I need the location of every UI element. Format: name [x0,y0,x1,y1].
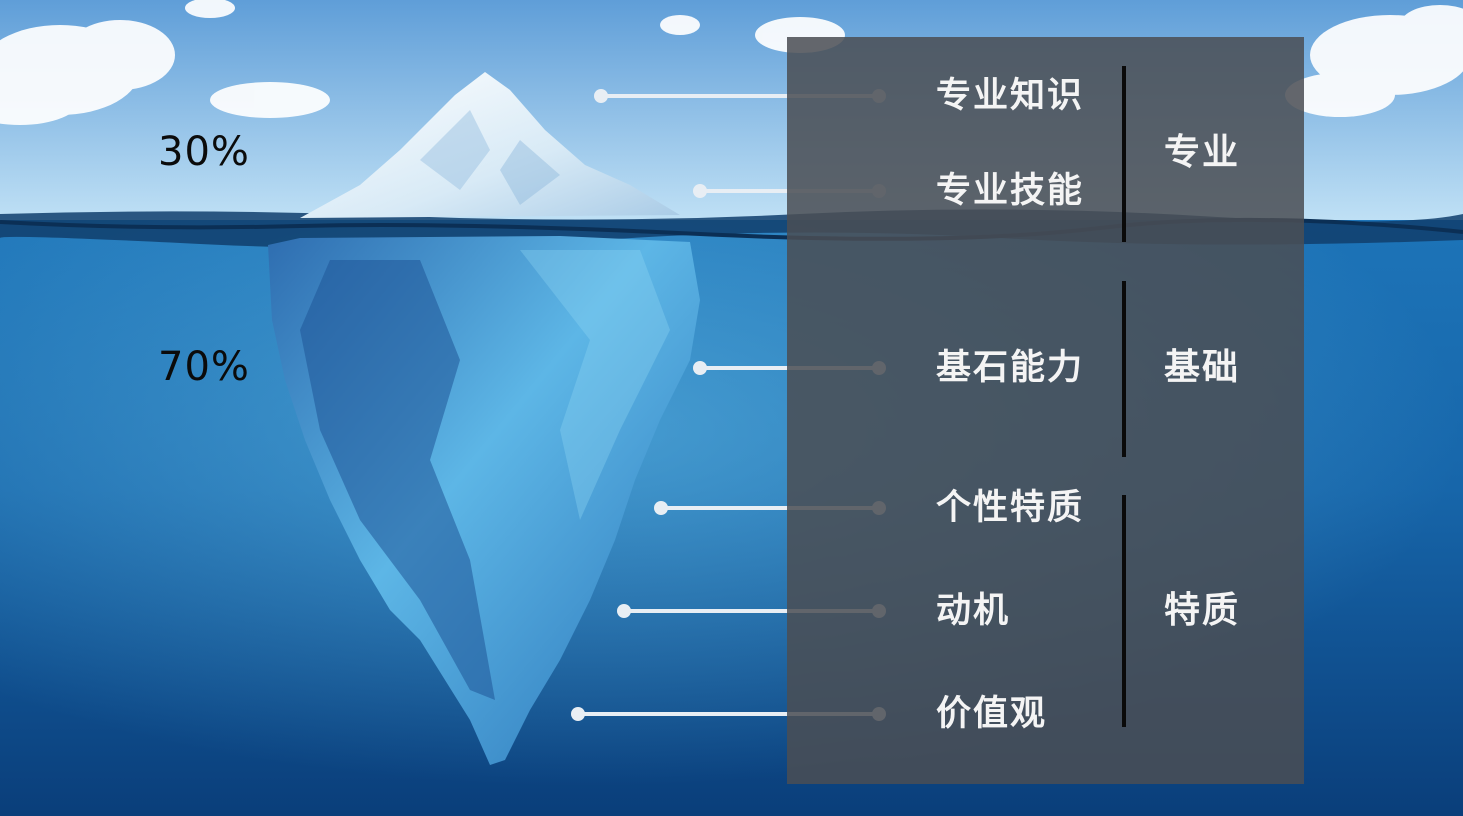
item-label-professional-knowledge: 专业知识 [936,76,1085,116]
underwater-percent: 70% [158,344,250,390]
bracket-foundation [1122,281,1126,457]
label-panel [787,37,1304,784]
category-label-traits: 特质 [1164,590,1241,631]
item-label-values: 价值观 [936,694,1048,734]
category-label-professional: 专业 [1164,132,1241,173]
item-label-foundational-ability: 基石能力 [936,348,1085,388]
item-label-personality-traits: 个性特质 [936,488,1085,528]
item-label-motivation: 动机 [936,591,1011,631]
item-label-professional-skills: 专业技能 [936,171,1085,211]
bracket-traits [1122,495,1126,727]
clouds [0,0,1463,125]
surface-percent: 30% [158,129,250,175]
category-label-foundation: 基础 [1164,347,1241,388]
bracket-professional [1122,66,1126,242]
